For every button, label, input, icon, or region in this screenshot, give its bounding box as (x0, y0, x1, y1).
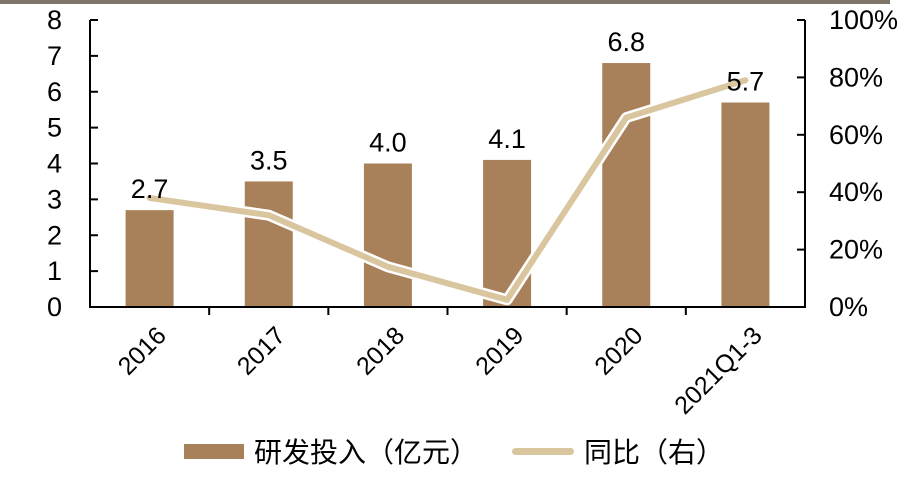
x-axis-category-label: 2017 (232, 321, 291, 380)
legend-item-rd-investment: 研发投入（亿元） (183, 431, 478, 471)
bar-value-label: 4.0 (369, 128, 407, 158)
right-axis-tick-label: 60% (829, 120, 883, 150)
left-axis-tick-label: 7 (47, 41, 62, 71)
x-axis-category-label: 2016 (113, 321, 172, 380)
left-axis-tick-label: 8 (47, 5, 62, 35)
legend-label-rd-investment: 研发投入（亿元） (253, 438, 478, 469)
right-axis-tick-label: 40% (829, 177, 883, 207)
bar (721, 102, 770, 307)
right-axis-tick-label: 0% (829, 292, 868, 322)
x-axis-category-label: 2020 (589, 321, 648, 380)
bar (244, 181, 293, 307)
left-axis-tick-label: 0 (47, 292, 62, 322)
bar-value-label: 5.7 (727, 67, 765, 97)
right-axis-tick-label: 80% (829, 62, 883, 92)
bar-series-swatch (183, 443, 244, 459)
x-axis-category-label: 2021Q1-3 (669, 321, 767, 419)
bar-value-label: 6.8 (607, 27, 645, 57)
bar (363, 163, 412, 307)
left-axis-tick-label: 2 (47, 220, 62, 250)
left-axis-tick-label: 4 (47, 149, 62, 179)
yoy-line-casing (144, 74, 751, 306)
chart-legend: 研发投入（亿元） 同比（右） (0, 430, 908, 472)
yoy-line (146, 77, 749, 303)
bar (602, 63, 651, 307)
legend-label-yoy: 同比（右） (584, 438, 725, 469)
left-axis-tick-label: 1 (47, 256, 62, 286)
x-axis-category-label: 2018 (351, 321, 410, 380)
bar-value-label: 3.5 (250, 145, 288, 175)
x-axis-category-label: 2019 (470, 321, 529, 380)
left-axis-tick-label: 3 (47, 184, 62, 214)
right-axis-tick-label: 20% (829, 235, 883, 265)
bar (125, 210, 174, 307)
top-divider-rule (0, 0, 890, 4)
legend-item-yoy: 同比（右） (512, 431, 724, 471)
bar-value-label: 4.1 (488, 124, 526, 154)
left-axis-tick-label: 5 (47, 113, 62, 143)
bar-value-label: 2.7 (131, 174, 169, 204)
line-series-swatch (512, 447, 574, 455)
left-axis-tick-label: 6 (47, 77, 62, 107)
bar (483, 159, 532, 307)
right-axis-tick-label: 100% (829, 5, 898, 35)
